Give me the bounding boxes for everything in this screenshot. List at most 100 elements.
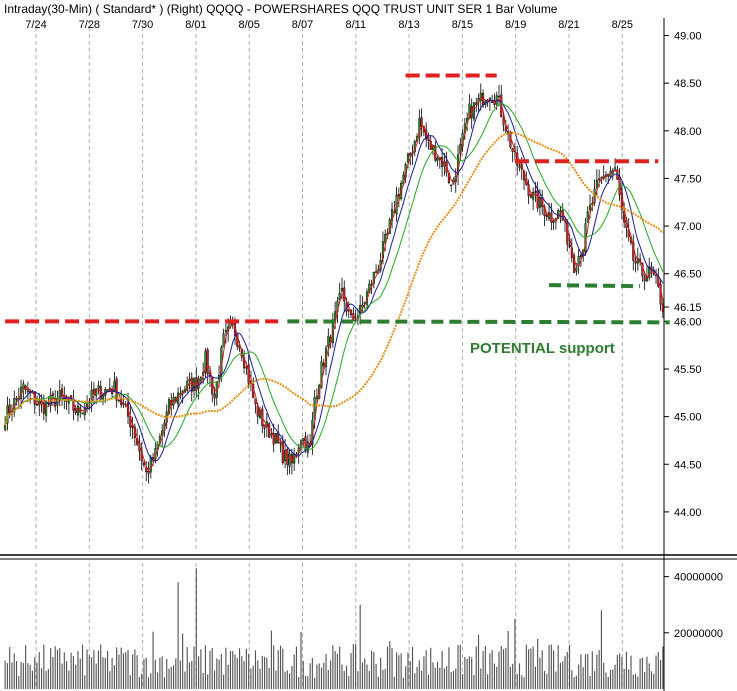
- candle-body: [340, 288, 344, 292]
- candle-body: [8, 404, 11, 414]
- y-tick-label: 44.50: [674, 459, 702, 471]
- candle-body: [468, 103, 471, 120]
- x-tick-label: 8/05: [238, 19, 259, 31]
- candle-body: [429, 141, 432, 151]
- y-tick-label: 47.50: [674, 173, 702, 185]
- x-tick-label: 8/07: [292, 19, 313, 31]
- x-tick-label: 8/01: [185, 19, 206, 31]
- candle-body: [634, 260, 637, 264]
- annotation-potential-support: POTENTIAL support: [470, 340, 615, 357]
- y-tick-label: 44.00: [674, 507, 702, 519]
- candle-body: [302, 437, 305, 441]
- candle-body: [536, 189, 539, 209]
- candle-body: [315, 395, 318, 399]
- candle-body: [511, 148, 514, 152]
- candle-body: [26, 389, 29, 393]
- candle-body: [534, 191, 537, 193]
- candle-body: [263, 424, 266, 429]
- candle-body: [204, 350, 207, 373]
- candle-body: [320, 361, 323, 388]
- y-tick-label: 45.50: [674, 364, 702, 376]
- candle-body: [375, 271, 378, 273]
- support-line: [549, 283, 641, 289]
- y-tick-label: 48.50: [674, 78, 702, 90]
- chart-grid: [0, 18, 737, 691]
- candle-body: [306, 441, 309, 453]
- y-tick-label: 46.50: [674, 269, 702, 281]
- ma-long-line: [4, 132, 664, 426]
- candle-body: [559, 210, 562, 213]
- volume-tick-label: 40000000: [674, 572, 723, 584]
- candle-body: [575, 267, 578, 272]
- candle-body: [497, 95, 501, 98]
- candlestick-series: [4, 83, 664, 484]
- y-tick-label: 45.00: [674, 412, 702, 424]
- candle-body: [486, 99, 489, 102]
- candle-body: [516, 152, 519, 166]
- candle-body: [661, 303, 664, 312]
- y-tick-label: 46.00: [674, 316, 702, 328]
- candle-body: [502, 117, 505, 126]
- candle-body: [459, 144, 462, 154]
- candle-body: [338, 293, 341, 301]
- candle-body: [568, 244, 571, 247]
- candle-body: [643, 276, 646, 282]
- candle-body: [113, 380, 116, 393]
- candle-body: [4, 424, 7, 431]
- x-tick-label: 8/11: [346, 19, 367, 31]
- y-tick-label: 48.00: [674, 126, 702, 138]
- moving-averages: [4, 97, 664, 472]
- candle-body: [648, 266, 651, 278]
- ma-medium-line: [4, 99, 664, 462]
- candle-body: [76, 405, 80, 416]
- candle-body: [142, 462, 146, 466]
- candle-body: [406, 153, 410, 163]
- candle-body: [409, 153, 412, 156]
- x-tick-label: 8/25: [612, 19, 633, 31]
- candle-body: [397, 193, 400, 197]
- candle-body: [538, 197, 542, 208]
- price-axis: 44.00 44.50 45.00 45.50 46.00 46.15 46.50 47.00…: [664, 31, 702, 519]
- candle-body: [35, 403, 39, 406]
- volume-axis: 20000000 40000000: [664, 572, 723, 640]
- candle-body: [145, 467, 148, 473]
- candle-body: [420, 117, 423, 128]
- candle-body: [115, 378, 118, 401]
- candle-body: [598, 178, 601, 181]
- x-tick-label: 8/19: [505, 19, 526, 31]
- x-tick-label: 8/21: [558, 19, 579, 31]
- candle-body: [190, 377, 193, 392]
- volume-series: [4, 568, 664, 689]
- candle-body: [147, 471, 150, 474]
- candle-body: [479, 92, 482, 101]
- x-tick-label: 7/24: [25, 19, 46, 31]
- candle-body: [545, 214, 548, 217]
- ma-fast-line: [4, 97, 664, 472]
- candle-body: [97, 385, 100, 389]
- candle-body: [573, 255, 576, 273]
- candle-body: [281, 441, 284, 464]
- candle-body: [418, 118, 421, 138]
- trend-lines: [5, 73, 670, 325]
- candle-body: [600, 177, 603, 179]
- y-tick-label: 47.00: [674, 221, 702, 233]
- candle-body: [81, 412, 84, 415]
- candle-body: [268, 423, 271, 438]
- candle-body: [51, 393, 54, 397]
- candle-body: [136, 438, 139, 445]
- candle-body: [334, 311, 337, 320]
- y-tick-label: 49.00: [674, 31, 702, 43]
- candle-body: [213, 393, 216, 399]
- candle-body: [532, 192, 535, 200]
- candle-body: [472, 102, 476, 120]
- candle-body: [60, 388, 64, 397]
- candle-body: [195, 377, 198, 391]
- x-tick-label: 8/15: [452, 19, 473, 31]
- candle-body: [504, 126, 507, 132]
- candle-body: [347, 309, 350, 312]
- candle-body: [327, 335, 330, 347]
- support-line: [287, 319, 670, 325]
- candle-body: [74, 408, 77, 414]
- candle-body: [45, 401, 48, 416]
- x-axis-labels: 7/24 7/28 7/30 8/01 8/05 8/07 8/11 8/13 8/15 8/19…: [25, 19, 633, 31]
